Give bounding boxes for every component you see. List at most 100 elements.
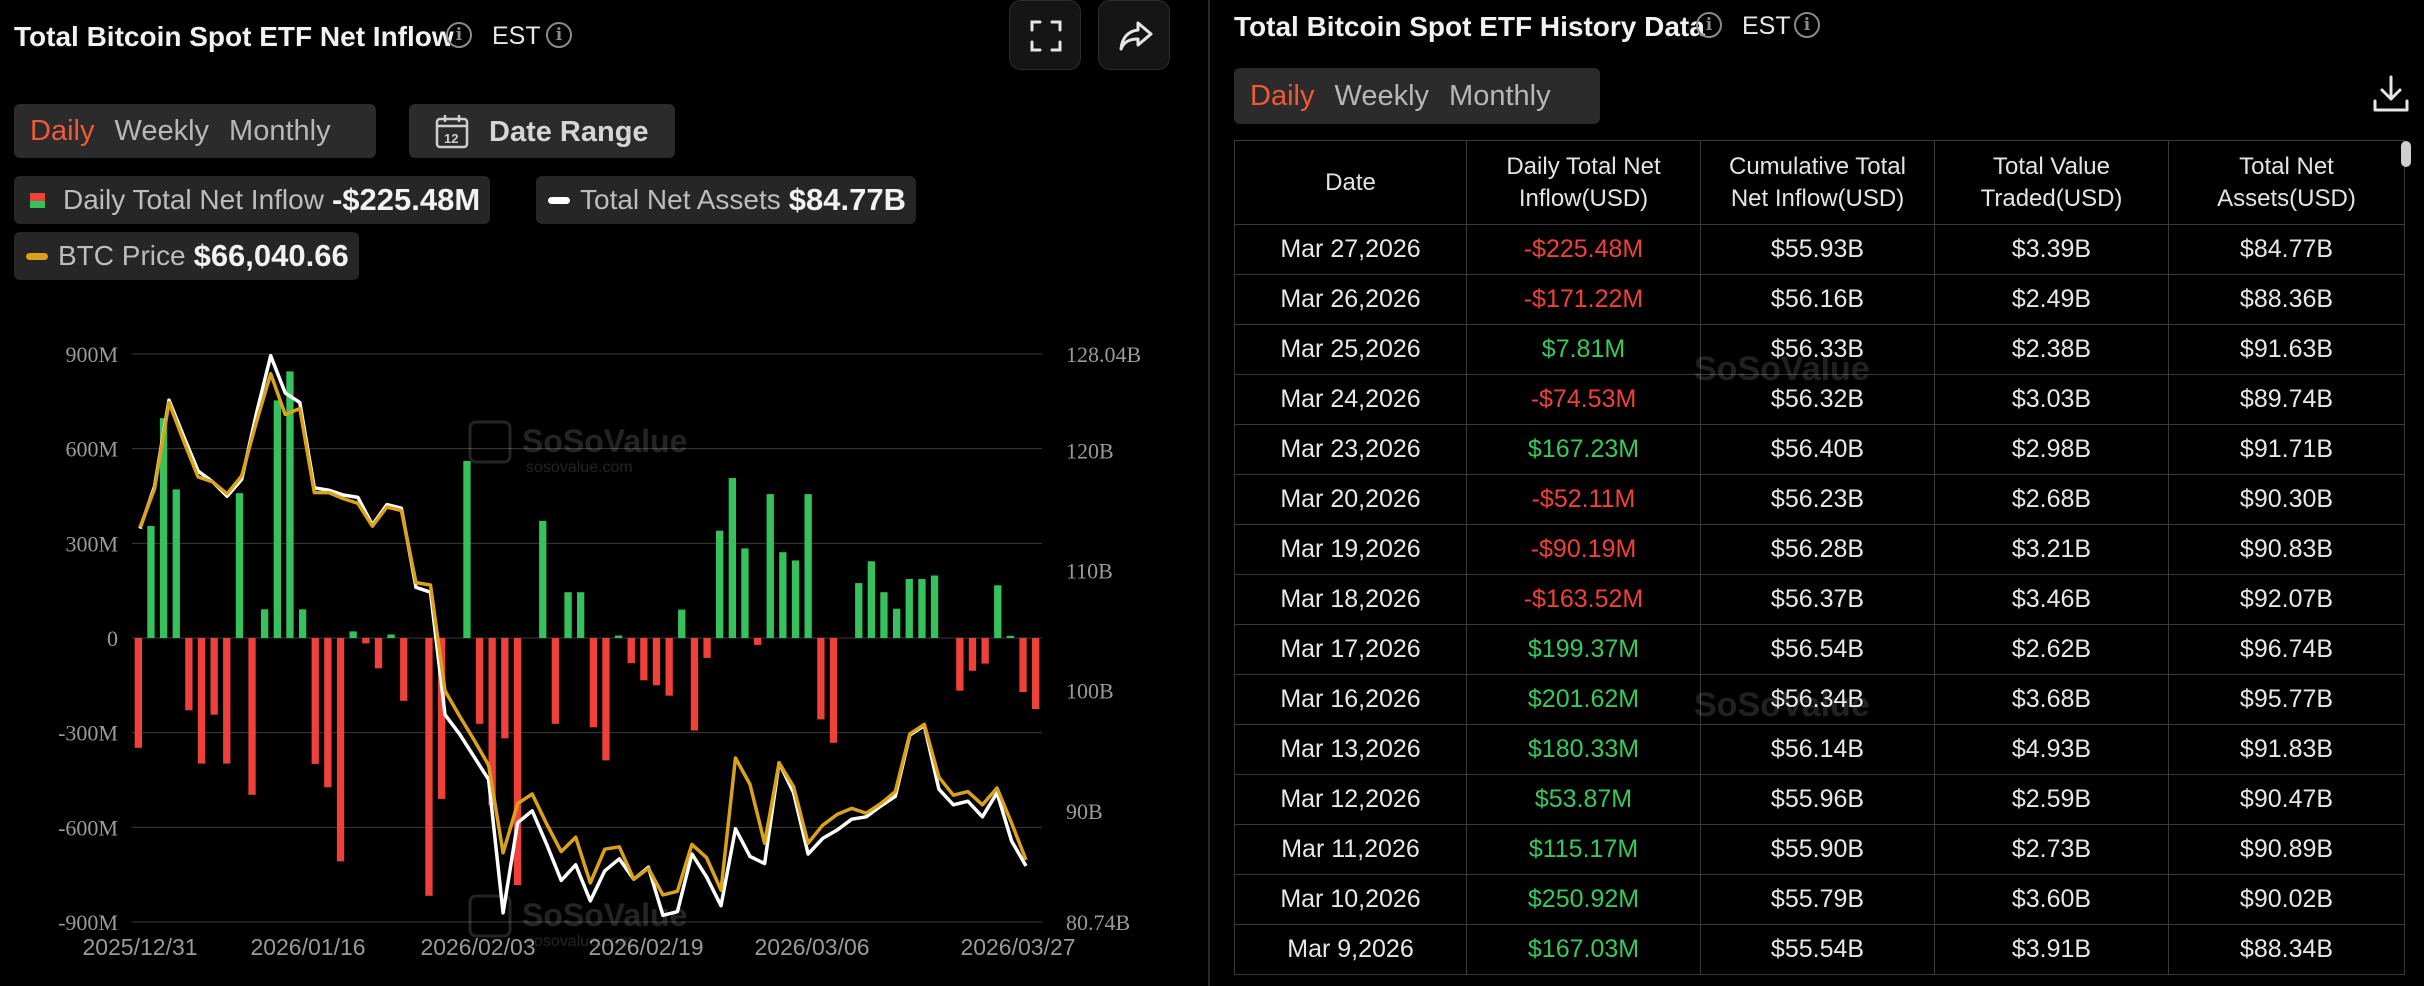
inflow-bar[interactable] — [286, 371, 294, 638]
inflow-bar[interactable] — [779, 552, 787, 638]
inflow-bar[interactable] — [829, 638, 838, 743]
table-row[interactable]: Mar 11,2026 $115.17M $55.90B $2.73B $90.89B — [1234, 824, 2405, 875]
inflow-bar[interactable] — [855, 583, 863, 638]
timezone-info-icon[interactable]: i — [1794, 12, 1820, 38]
inflow-bar[interactable] — [172, 489, 180, 638]
column-header-cumulative-inflow[interactable]: Cumulative Total Net Inflow(USD) — [1700, 140, 1935, 225]
table-scrollbar[interactable] — [2401, 141, 2411, 167]
legend-net-assets[interactable]: Total Net Assets $84.77B — [536, 176, 916, 224]
inflow-bar[interactable] — [893, 608, 901, 638]
inflow-bar[interactable] — [577, 592, 585, 638]
inflow-bar[interactable] — [968, 638, 977, 671]
inflow-bar[interactable] — [627, 638, 635, 664]
inflow-bar[interactable] — [981, 638, 989, 664]
inflow-bar[interactable] — [1019, 638, 1027, 692]
inflow-bar[interactable] — [880, 592, 888, 638]
inflow-bar[interactable] — [551, 638, 559, 724]
inflow-bar[interactable] — [589, 638, 597, 728]
inflow-bar[interactable] — [741, 548, 749, 638]
inflow-bar[interactable] — [602, 638, 610, 761]
inflow-bar[interactable] — [438, 638, 446, 799]
inflow-bar[interactable] — [1032, 638, 1040, 709]
table-row[interactable]: Mar 19,2026 -$90.19M $56.28B $3.21B $90.83B — [1234, 524, 2405, 575]
inflow-bar[interactable] — [728, 478, 736, 638]
inflow-bar[interactable] — [918, 579, 926, 638]
inflow-bar[interactable] — [930, 575, 939, 639]
inflow-bar[interactable] — [994, 585, 1002, 638]
inflow-bar[interactable] — [614, 635, 623, 639]
inflow-bar[interactable] — [867, 561, 875, 638]
table-row[interactable]: Mar 25,2026 $7.81M $56.33B $2.38B $91.63B — [1234, 324, 2405, 375]
inflow-bar[interactable] — [336, 638, 345, 862]
table-row[interactable]: Mar 10,2026 $250.92M $55.79B $3.60B $90.02B — [1234, 874, 2405, 925]
inflow-bar[interactable] — [678, 609, 686, 638]
tab-monthly[interactable]: Monthly — [229, 114, 331, 147]
date-range-button[interactable]: 12 Date Range — [409, 104, 675, 158]
inflow-bar[interactable] — [791, 560, 800, 638]
tab-weekly[interactable]: Weekly — [114, 114, 210, 147]
inflow-bar[interactable] — [185, 638, 193, 711]
info-icon[interactable]: i — [446, 22, 472, 48]
table-row[interactable]: Mar 20,2026 -$52.11M $56.23B $2.68B $90.30B — [1234, 474, 2405, 525]
inflow-bar[interactable] — [652, 638, 661, 686]
inflow-bar[interactable] — [564, 592, 572, 638]
inflow-bar[interactable] — [488, 638, 496, 806]
column-header-value-traded[interactable]: Total Value Traded(USD) — [1934, 140, 2169, 225]
inflow-bar[interactable] — [463, 461, 471, 638]
tab-daily[interactable]: Daily — [1250, 79, 1315, 112]
legend-daily-inflow[interactable]: Daily Total Net Inflow -$225.48M — [14, 176, 491, 224]
history-table-container[interactable]: Date Daily Total Net Inflow(USD) Cumulat… — [1234, 140, 2414, 986]
table-row[interactable]: Mar 24,2026 -$74.53M $56.32B $3.03B $89.74B — [1234, 374, 2405, 425]
fullscreen-button[interactable] — [1009, 0, 1081, 70]
inflow-bar[interactable] — [261, 609, 269, 638]
download-icon[interactable] — [2372, 74, 2410, 114]
inflow-bar[interactable] — [248, 638, 256, 795]
inflow-bar[interactable] — [804, 494, 812, 638]
table-row[interactable]: Mar 26,2026 -$171.22M $56.16B $2.49B $88.36B — [1234, 274, 2405, 325]
inflow-bar[interactable] — [956, 638, 964, 691]
inflow-bar[interactable] — [665, 638, 673, 696]
inflow-bar[interactable] — [1006, 635, 1014, 638]
table-row[interactable]: Mar 18,2026 -$163.52M $56.37B $3.46B $92.07B — [1234, 574, 2405, 625]
tab-weekly[interactable]: Weekly — [1334, 79, 1430, 112]
inflow-bar[interactable] — [703, 638, 711, 658]
inflow-bar[interactable] — [374, 638, 383, 669]
table-row[interactable]: Mar 27,2026 -$225.48M $55.93B $3.39B $84.77B — [1234, 224, 2405, 275]
inflow-bar[interactable] — [400, 638, 408, 701]
inflow-bar[interactable] — [147, 526, 155, 638]
table-row[interactable]: Mar 12,2026 $53.87M $55.96B $2.59B $90.47B — [1234, 774, 2405, 825]
inflow-bar[interactable] — [273, 400, 281, 638]
info-icon[interactable]: i — [1696, 12, 1722, 38]
btc-price-line[interactable] — [138, 371, 1028, 897]
inflow-bar[interactable] — [501, 638, 509, 739]
inflow-bar[interactable] — [311, 638, 319, 764]
inflow-bar[interactable] — [362, 638, 370, 644]
table-row[interactable]: Mar 23,2026 $167.23M $56.40B $2.98B $91.71B — [1234, 424, 2405, 475]
table-row[interactable]: Mar 13,2026 $180.33M $56.14B $4.93B $91.83B — [1234, 724, 2405, 775]
inflow-bar[interactable] — [349, 631, 357, 638]
inflow-bar[interactable] — [425, 638, 433, 896]
inflow-bar[interactable] — [640, 638, 648, 681]
inflow-bar[interactable] — [299, 609, 307, 638]
inflow-bar[interactable] — [766, 494, 774, 638]
column-header-daily-inflow[interactable]: Daily Total Net Inflow(USD) — [1466, 140, 1701, 225]
tab-daily[interactable]: Daily — [30, 114, 95, 147]
inflow-bar[interactable] — [387, 634, 395, 639]
total-net-assets-line[interactable] — [138, 353, 1028, 918]
inflow-bar[interactable] — [817, 638, 825, 720]
inflow-bar[interactable] — [754, 638, 762, 645]
inflow-bar[interactable] — [159, 418, 168, 638]
inflow-bar[interactable] — [223, 638, 231, 764]
inflow-bar[interactable] — [716, 530, 724, 638]
inflow-bar[interactable] — [134, 638, 142, 748]
inflow-bar[interactable] — [197, 638, 206, 764]
share-button[interactable] — [1098, 0, 1170, 70]
table-row[interactable]: Mar 17,2026 $199.37M $56.54B $2.62B $96.74B — [1234, 624, 2405, 675]
tab-monthly[interactable]: Monthly — [1449, 79, 1551, 112]
inflow-bar[interactable] — [513, 638, 522, 886]
inflow-bar[interactable] — [690, 638, 699, 731]
inflow-bar[interactable] — [324, 638, 332, 788]
inflow-chart[interactable]: 900M 600M 300M 0 -300M -600M -900M 128.04B 120B 1… — [0, 330, 1200, 986]
legend-btc-price[interactable]: BTC Price $66,040.66 — [14, 232, 359, 280]
timezone-info-icon[interactable]: i — [546, 22, 572, 48]
